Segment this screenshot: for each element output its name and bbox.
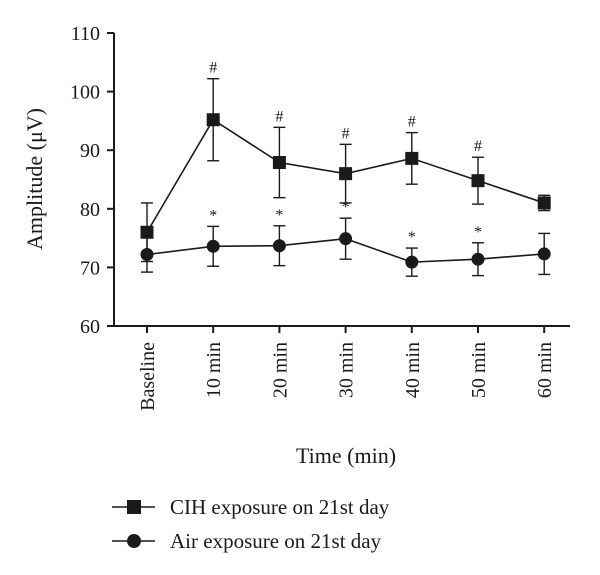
significance-marker-air: * (209, 207, 217, 224)
data-point-circle (339, 232, 353, 246)
data-point-square (405, 151, 419, 165)
series-cih: # # # # # (140, 60, 551, 263)
data-point-square (537, 196, 551, 210)
y-ticks: 60 70 80 90 100 110 (70, 23, 114, 338)
y-axis-title: Amplitude (μV) (22, 108, 47, 250)
significance-marker-air: * (275, 207, 283, 224)
x-tick-label: 50 min (468, 342, 490, 398)
y-tick-label: 70 (80, 257, 100, 279)
data-point-square (471, 174, 485, 188)
legend-item-cih: CIH exposure on 21st day (112, 495, 390, 519)
significance-marker-cih: # (342, 125, 350, 142)
significance-marker-air: * (408, 229, 416, 246)
axes (113, 33, 570, 327)
legend-label-air: Air exposure on 21st day (170, 529, 382, 553)
data-point-circle (471, 252, 485, 266)
legend: CIH exposure on 21st day Air exposure on… (112, 495, 390, 553)
data-point-circle (206, 239, 220, 253)
significance-marker-cih: # (209, 60, 217, 77)
y-tick-label: 110 (71, 23, 100, 45)
significance-marker-cih: # (275, 108, 283, 125)
data-point-circle (537, 247, 551, 261)
x-tick-label: 10 min (203, 342, 225, 398)
x-ticks: Baseline 10 min 20 min 30 min 40 min 50 min 60… (137, 326, 556, 411)
data-point-square (339, 167, 353, 181)
legend-label-cih: CIH exposure on 21st day (170, 495, 390, 519)
x-tick-label: 40 min (402, 342, 424, 398)
legend-item-air: Air exposure on 21st day (112, 529, 382, 553)
y-tick-label: 60 (80, 316, 100, 338)
data-point-circle (272, 239, 286, 253)
x-tick-label: 30 min (336, 342, 358, 398)
x-tick-label: 60 min (534, 342, 556, 398)
significance-marker-cih: # (474, 138, 482, 155)
data-point-circle (140, 248, 154, 262)
legend-square-marker (127, 500, 141, 514)
data-point-square (272, 156, 286, 170)
y-tick-label: 90 (80, 140, 100, 162)
x-tick-label: Baseline (137, 342, 159, 411)
x-tick-label: 20 min (269, 342, 291, 398)
legend-circle-marker (127, 534, 141, 548)
data-point-square (140, 225, 154, 239)
significance-marker-air: * (474, 224, 482, 241)
y-tick-label: 100 (70, 82, 100, 104)
series-air: * * * * * (140, 199, 551, 277)
significance-marker-cih: # (408, 114, 416, 131)
series-layer: # # # # # * * * * * (140, 60, 551, 277)
x-axis-title: Time (min) (296, 443, 396, 468)
data-point-square (206, 113, 220, 127)
significance-marker-air: * (342, 199, 350, 216)
data-point-circle (405, 255, 419, 269)
y-tick-label: 80 (80, 199, 100, 221)
